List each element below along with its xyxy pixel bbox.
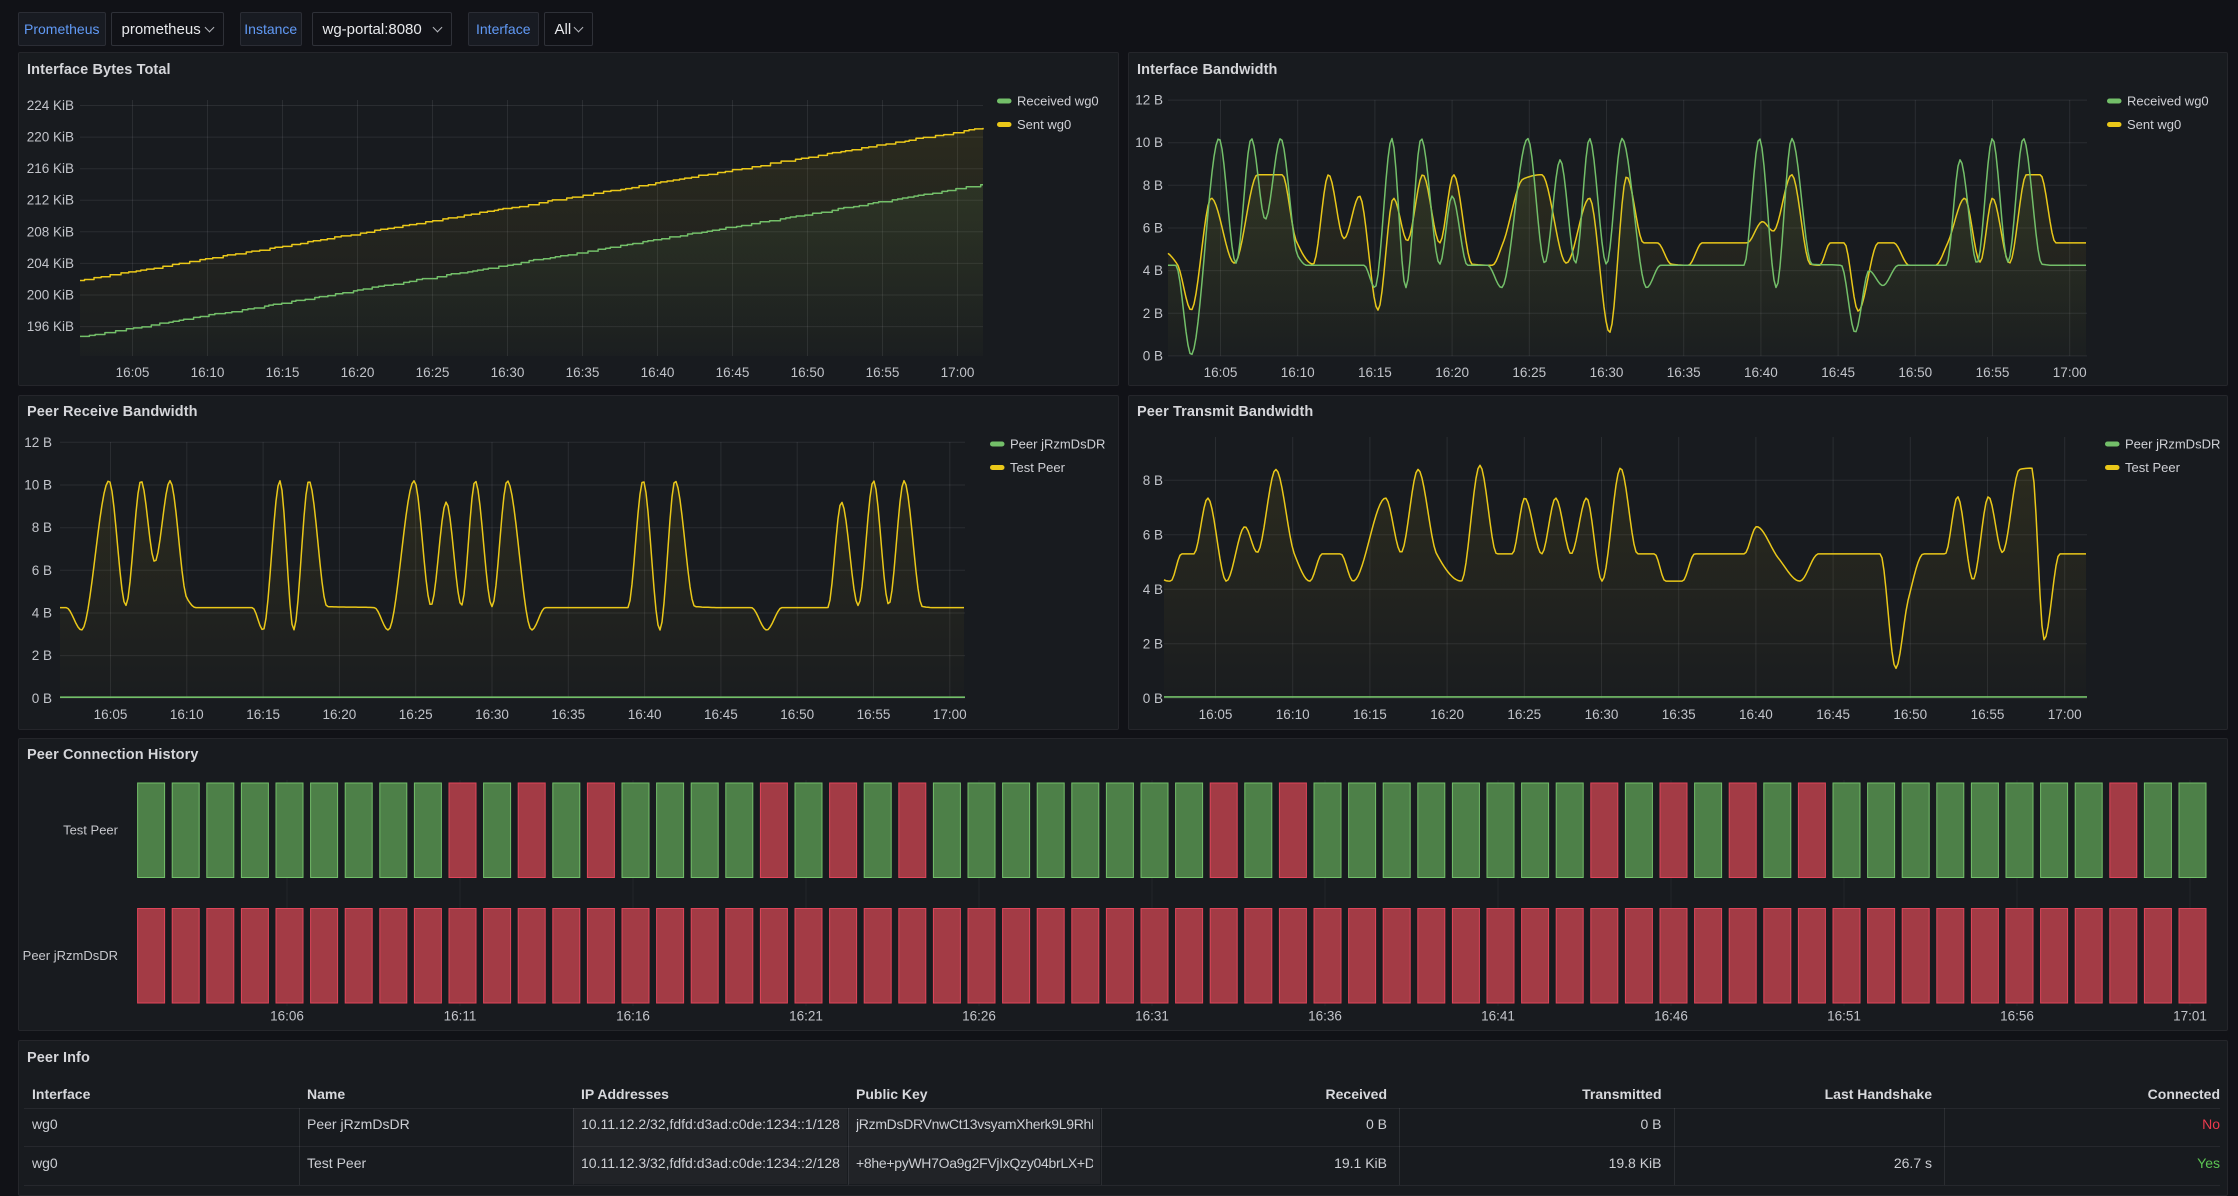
svg-text:17:01: 17:01 (2173, 1009, 2207, 1024)
svg-text:16:30: 16:30 (1585, 707, 1619, 722)
svg-text:196 KiB: 196 KiB (27, 319, 74, 334)
svg-text:16:45: 16:45 (1816, 707, 1850, 722)
svg-text:10 B: 10 B (24, 478, 52, 493)
svg-text:6 B: 6 B (1143, 527, 1163, 542)
svg-text:16:25: 16:25 (416, 365, 450, 380)
svg-text:16:30: 16:30 (491, 365, 525, 380)
svg-text:16:05: 16:05 (116, 365, 150, 380)
svg-text:204 KiB: 204 KiB (27, 256, 74, 271)
svg-text:17:00: 17:00 (2053, 365, 2087, 380)
svg-text:16:50: 16:50 (1893, 707, 1927, 722)
svg-text:16:25: 16:25 (1512, 365, 1546, 380)
svg-text:8 B: 8 B (1143, 473, 1163, 488)
svg-text:Test Peer: Test Peer (2125, 460, 2181, 475)
svg-text:200 KiB: 200 KiB (27, 288, 74, 303)
svg-text:16:20: 16:20 (341, 365, 375, 380)
svg-text:Received wg0: Received wg0 (2127, 94, 2209, 109)
svg-text:12 B: 12 B (24, 435, 52, 450)
svg-text:Peer jRzmDsDR: Peer jRzmDsDR (2125, 437, 2220, 452)
svg-text:6 B: 6 B (32, 563, 52, 578)
svg-text:16:31: 16:31 (1135, 1009, 1169, 1024)
svg-text:16:05: 16:05 (94, 707, 128, 722)
svg-text:4 B: 4 B (32, 606, 52, 621)
svg-text:16:15: 16:15 (246, 707, 280, 722)
svg-text:16:55: 16:55 (1976, 365, 2010, 380)
svg-text:17:00: 17:00 (933, 707, 967, 722)
svg-text:220 KiB: 220 KiB (27, 130, 74, 145)
svg-text:16:06: 16:06 (270, 1009, 304, 1024)
svg-text:16:10: 16:10 (1281, 365, 1315, 380)
svg-text:16:35: 16:35 (551, 707, 585, 722)
svg-text:16:15: 16:15 (1353, 707, 1387, 722)
svg-text:208 KiB: 208 KiB (27, 224, 74, 239)
svg-text:16:40: 16:40 (1739, 707, 1773, 722)
svg-text:Sent wg0: Sent wg0 (1017, 117, 1071, 132)
svg-text:16:30: 16:30 (475, 707, 509, 722)
svg-text:Test Peer: Test Peer (1010, 460, 1066, 475)
svg-text:2 B: 2 B (1143, 636, 1163, 651)
svg-text:Test Peer: Test Peer (63, 823, 119, 838)
svg-text:4 B: 4 B (1143, 263, 1163, 278)
svg-text:16:05: 16:05 (1199, 707, 1233, 722)
svg-text:16:25: 16:25 (399, 707, 433, 722)
svg-text:16:35: 16:35 (1662, 707, 1696, 722)
svg-text:16:05: 16:05 (1204, 365, 1238, 380)
svg-text:16:20: 16:20 (1430, 707, 1464, 722)
svg-text:12 B: 12 B (1135, 93, 1163, 108)
svg-text:16:40: 16:40 (1744, 365, 1778, 380)
svg-text:16:10: 16:10 (170, 707, 204, 722)
svg-text:16:10: 16:10 (1276, 707, 1310, 722)
svg-text:17:00: 17:00 (2048, 707, 2082, 722)
svg-text:16:50: 16:50 (1898, 365, 1932, 380)
svg-text:16:50: 16:50 (791, 365, 825, 380)
svg-text:16:45: 16:45 (716, 365, 750, 380)
svg-text:224 KiB: 224 KiB (27, 98, 74, 113)
svg-text:16:11: 16:11 (444, 1009, 477, 1024)
svg-text:16:35: 16:35 (1667, 365, 1701, 380)
svg-text:16:25: 16:25 (1507, 707, 1541, 722)
svg-text:16:45: 16:45 (704, 707, 738, 722)
svg-text:8 B: 8 B (1143, 178, 1163, 193)
svg-text:16:55: 16:55 (857, 707, 891, 722)
svg-text:16:36: 16:36 (1308, 1009, 1342, 1024)
svg-text:16:45: 16:45 (1821, 365, 1855, 380)
svg-text:16:55: 16:55 (866, 365, 900, 380)
svg-text:16:10: 16:10 (191, 365, 225, 380)
svg-text:4 B: 4 B (1143, 582, 1163, 597)
svg-text:212 KiB: 212 KiB (27, 193, 74, 208)
svg-text:16:51: 16:51 (1827, 1009, 1861, 1024)
svg-text:0 B: 0 B (32, 691, 52, 706)
svg-text:16:20: 16:20 (323, 707, 357, 722)
svg-text:2 B: 2 B (1143, 306, 1163, 321)
svg-text:2 B: 2 B (32, 648, 52, 663)
svg-text:16:55: 16:55 (1971, 707, 2005, 722)
svg-text:16:41: 16:41 (1481, 1009, 1515, 1024)
svg-text:16:35: 16:35 (566, 365, 600, 380)
svg-text:Received wg0: Received wg0 (1017, 94, 1099, 109)
svg-text:16:15: 16:15 (1358, 365, 1392, 380)
svg-text:16:50: 16:50 (780, 707, 814, 722)
svg-text:16:40: 16:40 (628, 707, 662, 722)
svg-text:17:00: 17:00 (941, 365, 975, 380)
svg-text:16:30: 16:30 (1590, 365, 1624, 380)
svg-text:0 B: 0 B (1143, 348, 1163, 363)
svg-text:16:21: 16:21 (789, 1009, 823, 1024)
svg-text:6 B: 6 B (1143, 221, 1163, 236)
svg-text:16:16: 16:16 (616, 1009, 650, 1024)
svg-text:16:20: 16:20 (1435, 365, 1469, 380)
svg-text:8 B: 8 B (32, 520, 52, 535)
svg-text:Sent wg0: Sent wg0 (2127, 117, 2181, 132)
svg-text:16:56: 16:56 (2000, 1009, 2034, 1024)
svg-text:16:40: 16:40 (641, 365, 675, 380)
svg-text:216 KiB: 216 KiB (27, 161, 74, 176)
svg-text:Peer jRzmDsDR: Peer jRzmDsDR (23, 948, 118, 963)
svg-text:10 B: 10 B (1135, 135, 1163, 150)
svg-text:16:26: 16:26 (962, 1009, 996, 1024)
svg-text:16:46: 16:46 (1654, 1009, 1688, 1024)
svg-text:0 B: 0 B (1143, 691, 1163, 706)
svg-text:16:15: 16:15 (266, 365, 300, 380)
svg-text:Peer jRzmDsDR: Peer jRzmDsDR (1010, 437, 1105, 452)
